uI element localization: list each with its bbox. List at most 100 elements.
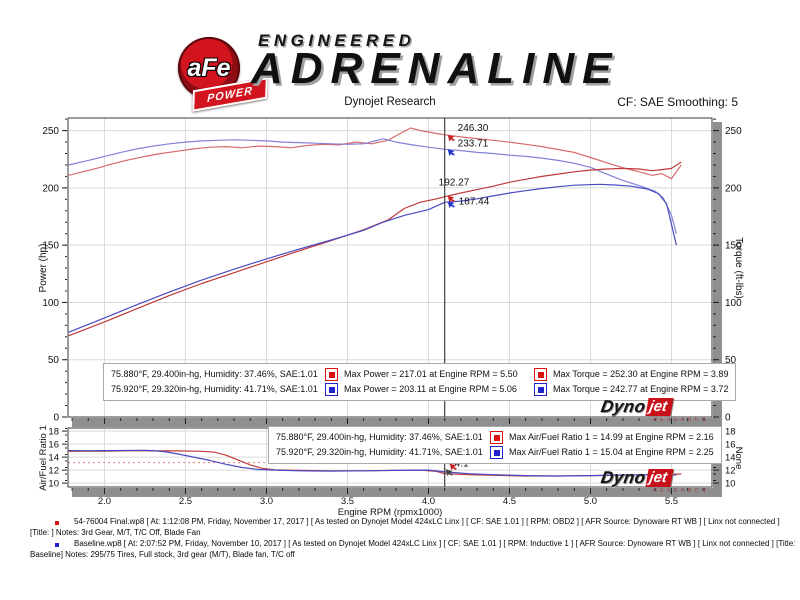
run1-details: 54-76004 Final.wp8 [ At: 1:12:08 PM, Fri… xyxy=(74,517,780,526)
dynojet-logo-jet: jet xyxy=(644,398,674,416)
svg-text:100: 100 xyxy=(42,298,59,309)
series-swatch-red xyxy=(534,368,547,381)
svg-text:2.0: 2.0 xyxy=(98,496,111,507)
svg-text:18: 18 xyxy=(725,427,736,438)
plot-frame xyxy=(67,117,713,418)
max-afr-baseline: Max Air/Fuel Ratio 1 = 15.04 at Engine R… xyxy=(509,447,714,457)
svg-text:4.0: 4.0 xyxy=(422,496,435,507)
cursor-marker-icon xyxy=(445,469,453,477)
series-final-torque xyxy=(68,127,682,180)
svg-text:18: 18 xyxy=(48,427,59,438)
run-conditions-baseline: 75.920°F, 29.320in-hg, Humidity: 41.71%,… xyxy=(111,384,318,394)
y-axis-title-right: None xyxy=(733,447,744,470)
afr-tick-labels: 10 10 12 12 14 14 16 16 18 18 2.0 2.5 3.0 3.5 4.0 4.5 5.… xyxy=(48,427,735,518)
y-axis-title-left: Power (hp) xyxy=(38,244,49,293)
max-power-baseline: Max Power = 203.11 at Engine RPM = 5.06 xyxy=(344,384,517,394)
max-power-final: Max Power = 217.01 at Engine RPM = 5.50 xyxy=(344,369,518,379)
svg-text:14: 14 xyxy=(48,453,59,464)
legend-row-baseline: 75.920°F, 29.320in-hg, Humidity: 41.71%,… xyxy=(111,382,728,397)
svg-text:12: 12 xyxy=(725,466,736,477)
max-torque-final: Max Torque = 252.30 at Engine RPM = 3.89 xyxy=(553,369,729,379)
dynojet-logo-jet: jet xyxy=(644,469,674,487)
svg-text:4.5: 4.5 xyxy=(503,496,516,507)
frame-shadow-bottom xyxy=(72,488,722,497)
run1-notes: [Title: ] Notes: 3rd Gear, M/T, T/C Off,… xyxy=(30,528,201,537)
afr-chart-legend: 75.880°F, 29.400in-hg, Humidity: 37.46%,… xyxy=(268,426,722,464)
cursor-value-label: 246.30 xyxy=(458,123,489,134)
series-swatch-blue xyxy=(490,446,503,459)
run2-notes: Baseline] Notes: 295/75 Tires, Full stoc… xyxy=(30,550,295,559)
svg-text:5.0: 5.0 xyxy=(584,496,597,507)
series-baseline-torque xyxy=(68,138,677,234)
dynojet-research-subtext: RESEARCH xyxy=(653,488,709,494)
main-grid xyxy=(68,118,712,417)
run2-details: Baseline.wp8 [ At: 2:07:52 PM, Friday, N… xyxy=(74,539,796,548)
svg-text:12: 12 xyxy=(48,466,59,477)
dynojet-logo: Dyno jet RESEARCH xyxy=(599,397,713,423)
svg-text:14: 14 xyxy=(725,453,736,464)
svg-text:250: 250 xyxy=(42,126,59,137)
tagline-engineered: ENGINEERED xyxy=(258,31,416,50)
series-swatch-blue xyxy=(325,383,338,396)
afe-logo-text: aFe xyxy=(187,53,231,82)
x-axis-title: Engine RPM (rpmx1000) xyxy=(338,507,443,518)
run-conditions-final: 75.880°F, 29.400in-hg, Humidity: 37.46%,… xyxy=(276,432,483,442)
main-chart: 0 0 50 50 100 100 150 150 200 200 250 250 Power (hp)… xyxy=(38,117,744,427)
registered-mark-icon: ® xyxy=(232,43,238,50)
cursor-marker-icon xyxy=(449,463,457,471)
svg-text:16: 16 xyxy=(48,440,59,451)
y-axis-title-left: Air/Fuel Ratio 1 xyxy=(38,425,49,490)
series-baseline-power xyxy=(68,183,677,333)
svg-text:10: 10 xyxy=(725,479,736,490)
frame-shadow-right xyxy=(713,432,722,497)
max-torque-baseline: Max Torque = 242.77 at Engine RPM = 3.72 xyxy=(553,384,729,394)
svg-text:200: 200 xyxy=(42,183,59,194)
svg-text:150: 150 xyxy=(42,241,59,252)
main-chart-legend: 75.880°F, 29.400in-hg, Humidity: 37.46%,… xyxy=(103,363,737,401)
svg-text:50: 50 xyxy=(48,355,60,366)
svg-text:3.5: 3.5 xyxy=(341,496,354,507)
svg-text:3.0: 3.0 xyxy=(260,496,273,507)
cursor-marker-icon xyxy=(447,149,455,157)
svg-text:10: 10 xyxy=(48,479,59,490)
y-axis-title-right: Torque (ft-lbs) xyxy=(733,237,744,299)
frame-shadow-right xyxy=(713,122,722,427)
series-swatch-red xyxy=(490,431,503,444)
legend-row-final: 75.880°F, 29.400in-hg, Humidity: 37.46%,… xyxy=(111,367,728,382)
svg-text:0: 0 xyxy=(725,413,731,424)
svg-text:0: 0 xyxy=(53,413,59,424)
svg-text:50: 50 xyxy=(725,355,737,366)
svg-text:150: 150 xyxy=(725,241,742,252)
legend-row-baseline: 75.920°F, 29.320in-hg, Humidity: 41.71%,… xyxy=(276,445,714,460)
dynojet-logo-text: Dyno xyxy=(599,397,648,416)
svg-text:2.5: 2.5 xyxy=(179,496,192,507)
tagline-adrenaline: ADRENALINE xyxy=(251,44,620,93)
cursor-value-label: 187.44 xyxy=(459,196,490,207)
series-swatch-red xyxy=(325,368,338,381)
series-final-power xyxy=(68,161,682,337)
dynojet-logo: Dyno jet RESEARCH xyxy=(599,468,713,494)
svg-text:100: 100 xyxy=(725,298,742,309)
cursor-value-label: 192.27 xyxy=(439,178,470,189)
run-conditions-final: 75.880°F, 29.400in-hg, Humidity: 37.46%,… xyxy=(111,369,318,379)
max-afr-final: Max Air/Fuel Ratio 1 = 14.99 at Engine R… xyxy=(509,432,714,442)
series-baseline-afr xyxy=(68,449,677,477)
run-bullet-blue xyxy=(55,543,59,547)
svg-text:200: 200 xyxy=(725,183,742,194)
svg-text:16: 16 xyxy=(725,440,736,451)
cursor-marker-icon xyxy=(447,195,455,203)
legend-row-final: 75.880°F, 29.400in-hg, Humidity: 37.46%,… xyxy=(276,430,714,445)
dynojet-logo-text: Dyno xyxy=(599,468,648,487)
dynojet-research-subtext: RESEARCH xyxy=(653,417,709,423)
cursor-marker-icon xyxy=(447,134,455,142)
cursor-marker-icon xyxy=(447,201,455,209)
series-swatch-blue xyxy=(534,383,547,396)
frame-shadow-bottom xyxy=(72,418,722,427)
main-tick-labels: 0 0 50 50 100 100 150 150 200 200 250 250 xyxy=(42,126,742,423)
run-bullet-red xyxy=(55,521,59,525)
svg-text:250: 250 xyxy=(725,126,742,137)
chart-subtitle: Dynojet Research xyxy=(344,96,436,108)
smoothing-setting-label: CF: SAE Smoothing: 5 xyxy=(617,95,738,109)
run-conditions-baseline: 75.920°F, 29.320in-hg, Humidity: 41.71%,… xyxy=(276,447,483,457)
